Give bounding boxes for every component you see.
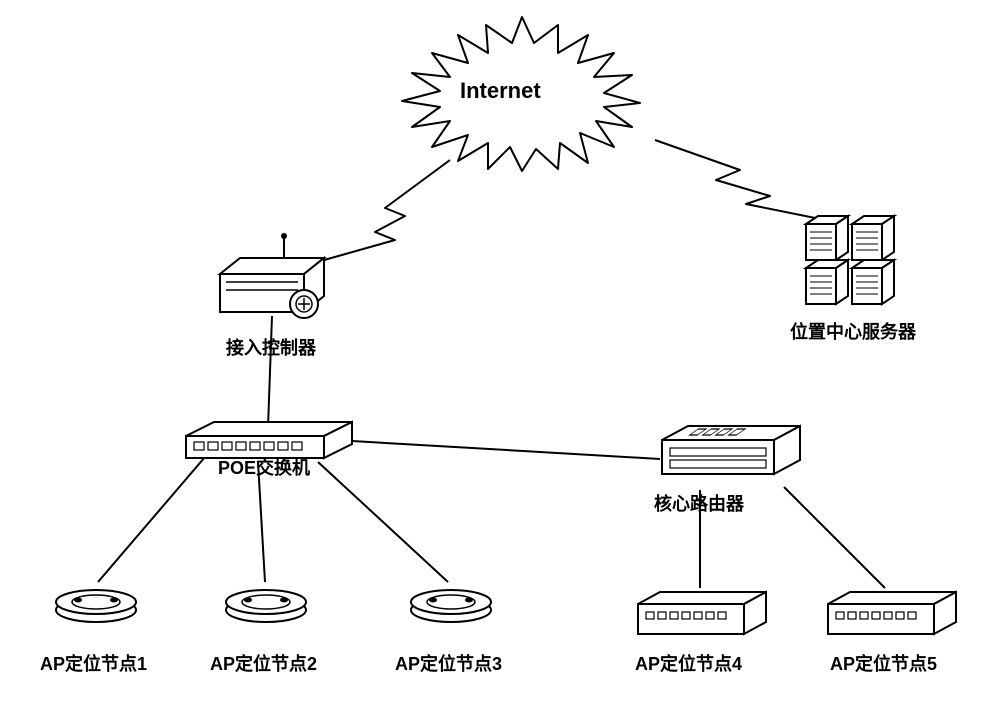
server-label: 位置中心服务器	[790, 318, 916, 344]
switch-label: POE交换机	[218, 454, 310, 480]
ap-node-3	[405, 580, 497, 625]
edge-switch-ap3	[318, 462, 448, 582]
edge-switch-ap2	[258, 462, 265, 582]
ap4-label: AP定位节点4	[635, 650, 742, 676]
edge-switch-router	[352, 441, 660, 459]
router-label: 核心路由器	[654, 490, 744, 516]
core-router	[656, 420, 806, 480]
internet-label: Internet	[460, 78, 541, 104]
ap3-label: AP定位节点3	[395, 650, 502, 676]
edge-controller-switch	[268, 316, 272, 427]
ap-node-2	[220, 580, 312, 625]
edge-internet-server	[655, 140, 835, 222]
ap5-label: AP定位节点5	[830, 650, 937, 676]
edge-router-ap5	[784, 487, 885, 588]
ap-node-4	[632, 586, 772, 641]
ap1-label: AP定位节点1	[40, 650, 147, 676]
access-controller	[212, 230, 332, 320]
ap2-label: AP定位节点2	[210, 650, 317, 676]
ap-node-1	[50, 580, 142, 625]
location-server	[792, 212, 912, 312]
ap-node-5	[822, 586, 962, 641]
edge-switch-ap1	[98, 457, 205, 582]
controller-label: 接入控制器	[226, 334, 316, 360]
